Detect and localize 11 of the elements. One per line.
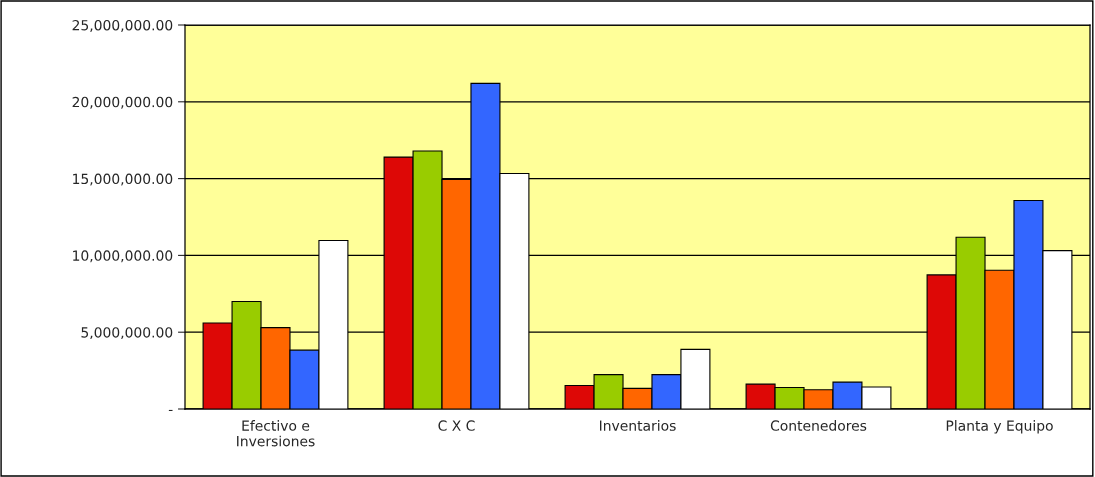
x-tick-label: Efectivo e Inversiones [237,420,315,447]
x-tick-label: Contenedores [770,420,867,431]
y-tick-label: - [168,409,173,412]
x-tick-label: C X C [438,420,475,431]
x-tick-label: Inventarios [600,420,676,431]
y-tick-label: 10,000,000.00 [73,250,173,263]
y-tick-label: 15,000,000.00 [73,173,173,186]
y-tick-label: 25,000,000.00 [72,19,173,32]
y-tick-label: 20,000,000.00 [72,96,173,109]
x-tick-label: Planta y Equipo [946,420,1053,434]
y-tick-label: 5,000,000.00 [81,327,173,340]
